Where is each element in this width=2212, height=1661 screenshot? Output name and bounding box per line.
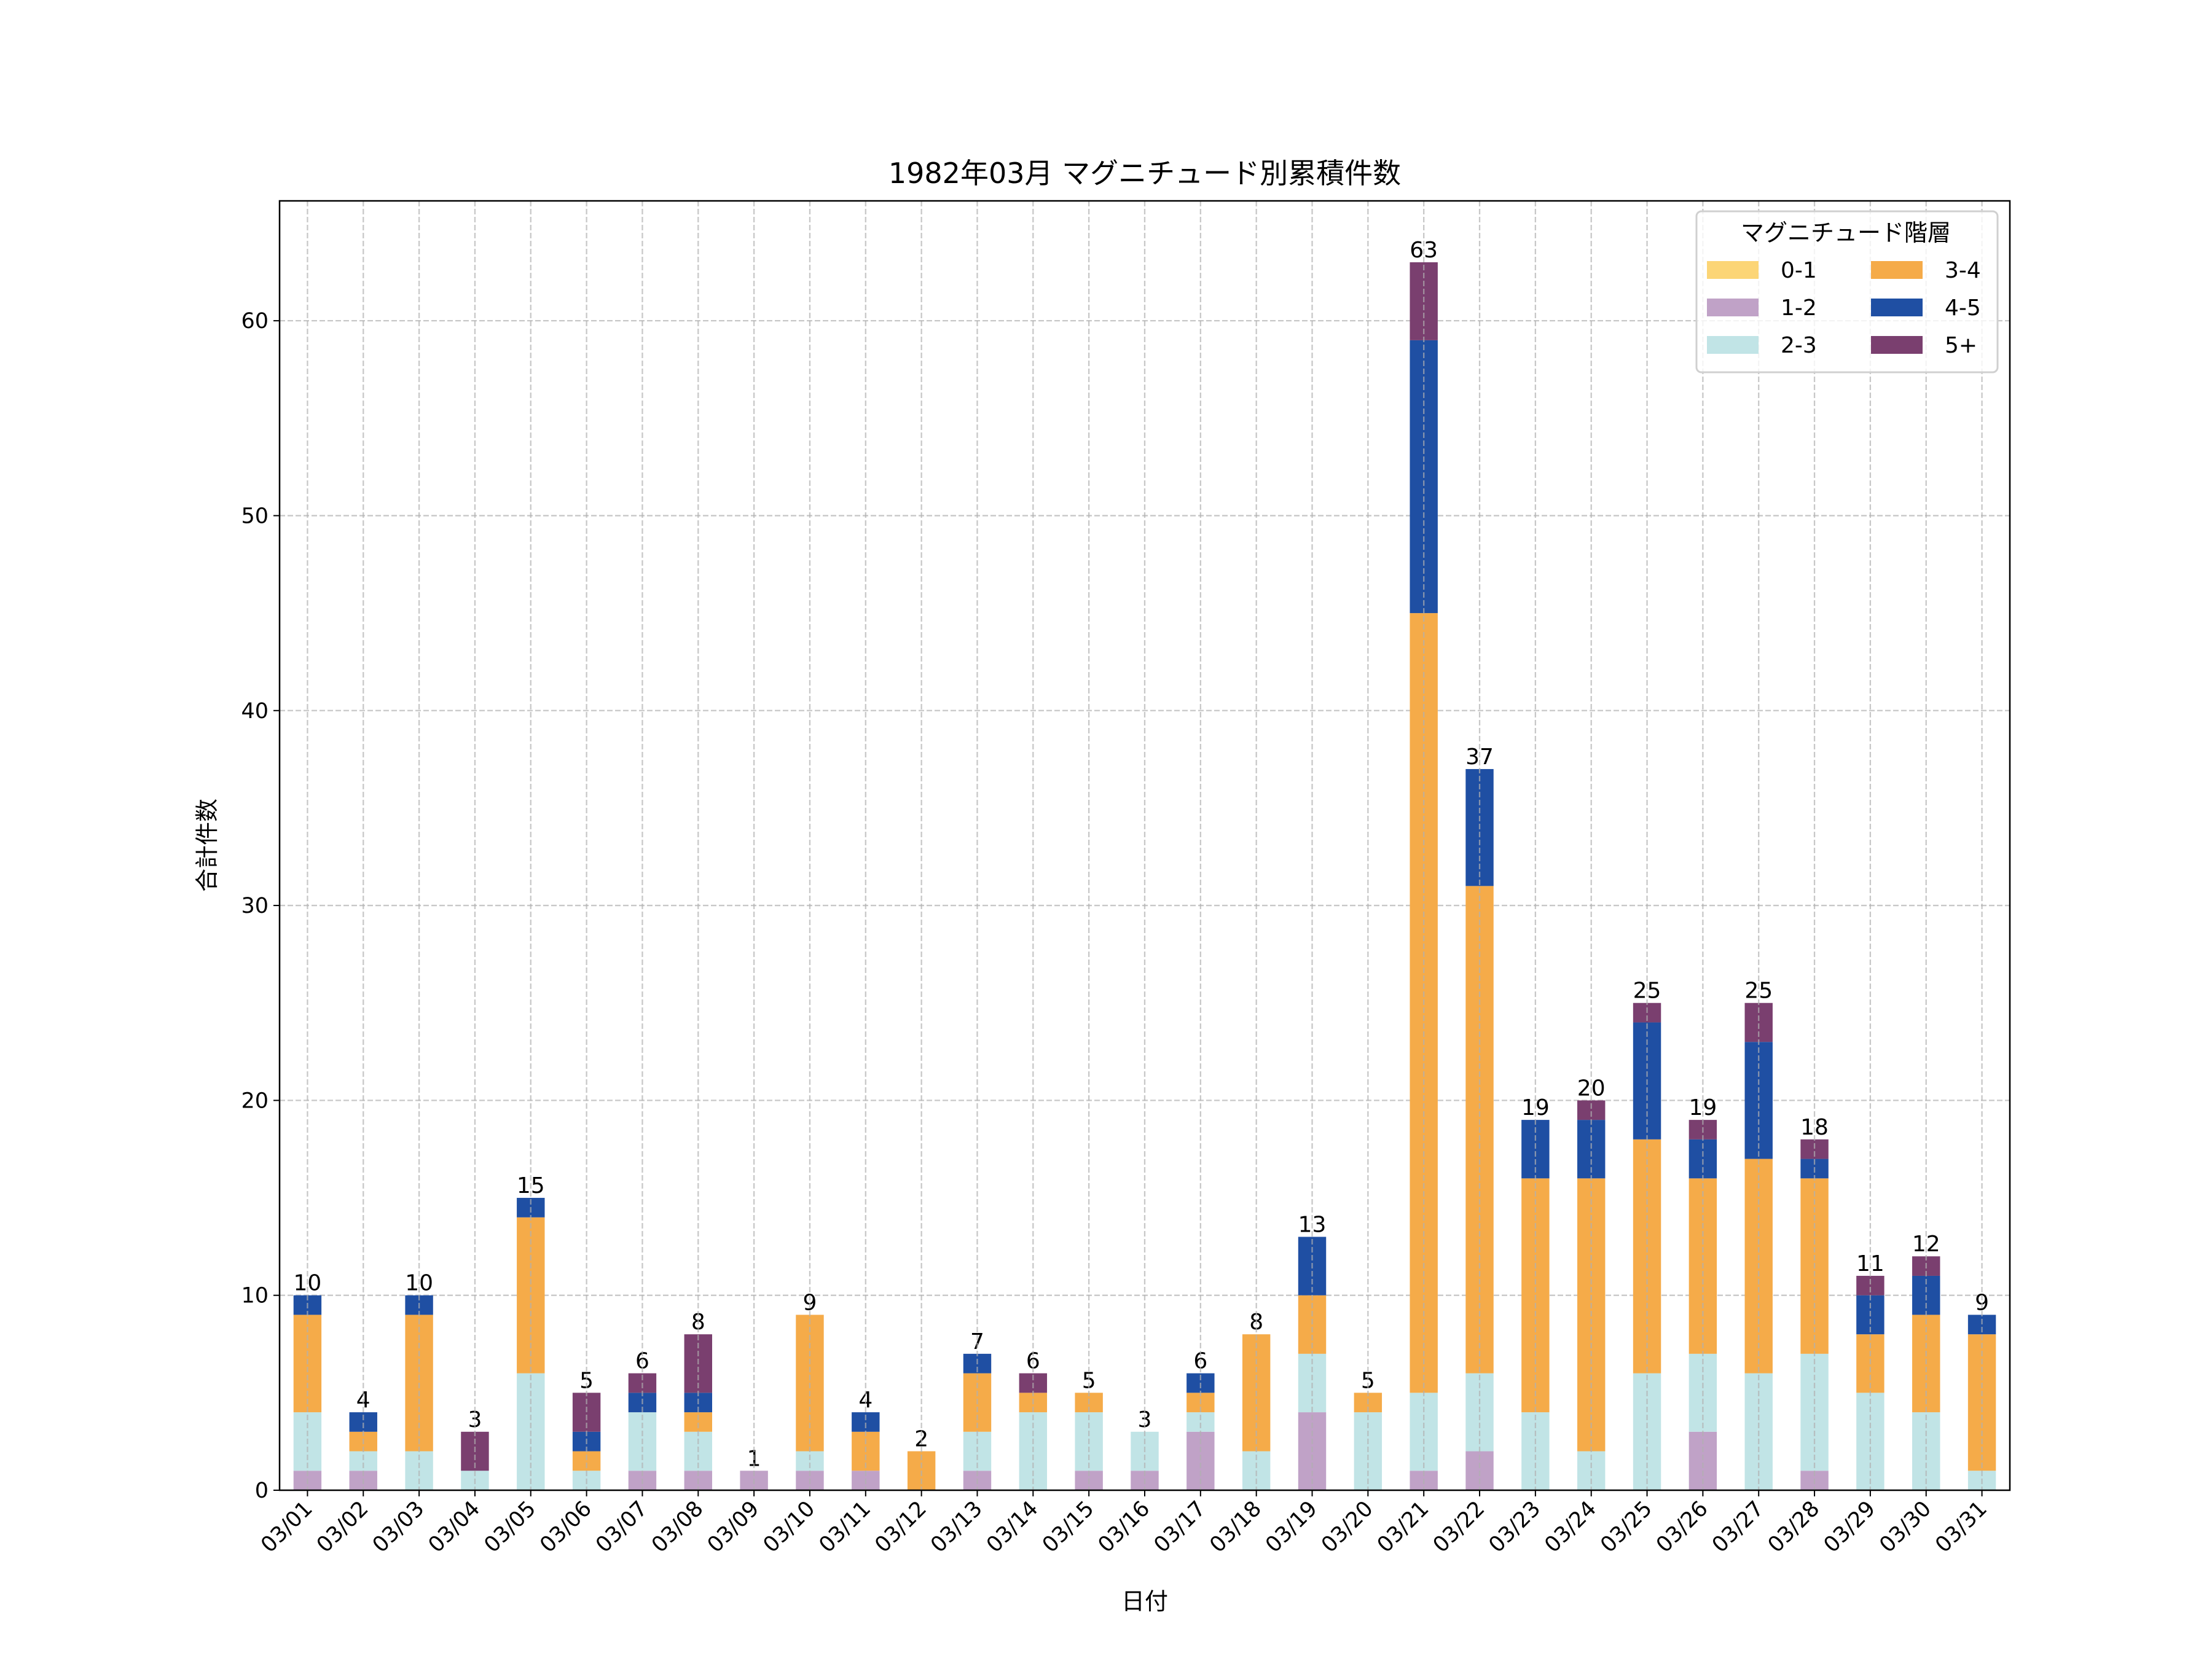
x-tick-label: 03/02 (312, 1496, 374, 1558)
x-tick-label: 03/25 (1596, 1496, 1657, 1558)
legend-swatch-0-1 (1707, 261, 1759, 279)
x-tick-label: 03/22 (1429, 1496, 1490, 1558)
total-label: 5 (1082, 1368, 1096, 1393)
x-axis-label: 日付 (1121, 1588, 1168, 1615)
x-tick-label: 03/18 (1205, 1496, 1266, 1558)
x-tick-label: 03/05 (480, 1496, 541, 1558)
x-tick-label: 03/06 (535, 1496, 597, 1558)
legend: マグニチュード階層 0-1 1-2 2-3 3-4 4-5 5+ (1695, 210, 1999, 373)
total-label: 5 (579, 1368, 594, 1393)
x-tick-label: 03/26 (1652, 1496, 1713, 1558)
total-labels: 1041031556819427653681356337192025192518… (294, 201, 1989, 1490)
x-tick-label: 03/31 (1931, 1496, 1992, 1558)
x-tick-label: 03/07 (591, 1496, 653, 1558)
x-tick-label: 03/21 (1373, 1496, 1434, 1558)
x-tick-label: 03/20 (1317, 1496, 1378, 1558)
x-tick-label: 03/17 (1150, 1496, 1211, 1558)
x-tick-label: 03/28 (1763, 1496, 1825, 1558)
legend-swatch-5+ (1871, 336, 1923, 354)
x-tick-label: 03/30 (1875, 1496, 1936, 1558)
x-tick-label: 03/08 (647, 1496, 708, 1558)
x-tick-label: 03/09 (703, 1496, 764, 1558)
legend-label-5+: 5+ (1945, 333, 1977, 358)
x-tick-label: 03/03 (368, 1496, 429, 1558)
x-tick-label: 03/24 (1540, 1496, 1601, 1558)
y-tick-label: 20 (241, 1088, 269, 1113)
y-tick-label: 10 (241, 1284, 269, 1308)
y-tick-label: 30 (241, 894, 269, 918)
total-label: 25 (1744, 979, 1773, 1004)
legend-swatch-2-3 (1707, 336, 1759, 354)
y-tick-label: 60 (241, 309, 269, 334)
legend-label-3-4: 3-4 (1945, 258, 1981, 283)
y-tick-label: 0 (255, 1479, 269, 1503)
total-label: 9 (1975, 1290, 1989, 1315)
legend-title: マグニチュード階層 (1741, 219, 1951, 246)
total-label: 9 (803, 1290, 817, 1315)
legend-label-1-2: 1-2 (1781, 295, 1817, 321)
legend-swatch-1-2 (1707, 299, 1759, 316)
x-tick-label: 03/11 (815, 1496, 876, 1558)
x-tick-label: 03/13 (926, 1496, 987, 1558)
total-label: 5 (1361, 1368, 1375, 1393)
legend-swatch-3-4 (1871, 261, 1923, 279)
chart-title: 1982年03月 マグニチュード別累積件数 (888, 157, 1401, 190)
legend-label-4-5: 4-5 (1945, 295, 1981, 321)
x-tick-label: 03/14 (982, 1496, 1043, 1558)
x-tick-label: 03/16 (1094, 1496, 1155, 1558)
x-tick-label: 03/01 (256, 1496, 318, 1558)
x-tick-label: 03/04 (424, 1496, 485, 1558)
axes: 010203040506003/0103/0203/0303/0403/0503… (241, 200, 2011, 1558)
legend-frame (1695, 210, 1999, 373)
x-tick-label: 03/27 (1708, 1496, 1769, 1558)
x-tick-label: 03/10 (759, 1496, 820, 1558)
total-label: 25 (1633, 979, 1661, 1004)
legend-label-2-3: 2-3 (1781, 333, 1817, 358)
x-tick-label: 03/29 (1819, 1496, 1881, 1558)
x-tick-label: 03/12 (870, 1496, 931, 1558)
y-tick-label: 40 (241, 699, 269, 724)
total-label: 7 (970, 1329, 984, 1354)
x-tick-label: 03/15 (1038, 1496, 1099, 1558)
x-tick-label: 03/19 (1261, 1496, 1322, 1558)
x-tick-label: 03/23 (1484, 1496, 1546, 1558)
y-axis-label: 合計件数 (194, 799, 221, 892)
legend-label-0-1: 0-1 (1781, 258, 1817, 283)
y-tick-label: 50 (241, 504, 269, 528)
legend-swatch-4-5 (1871, 299, 1923, 316)
